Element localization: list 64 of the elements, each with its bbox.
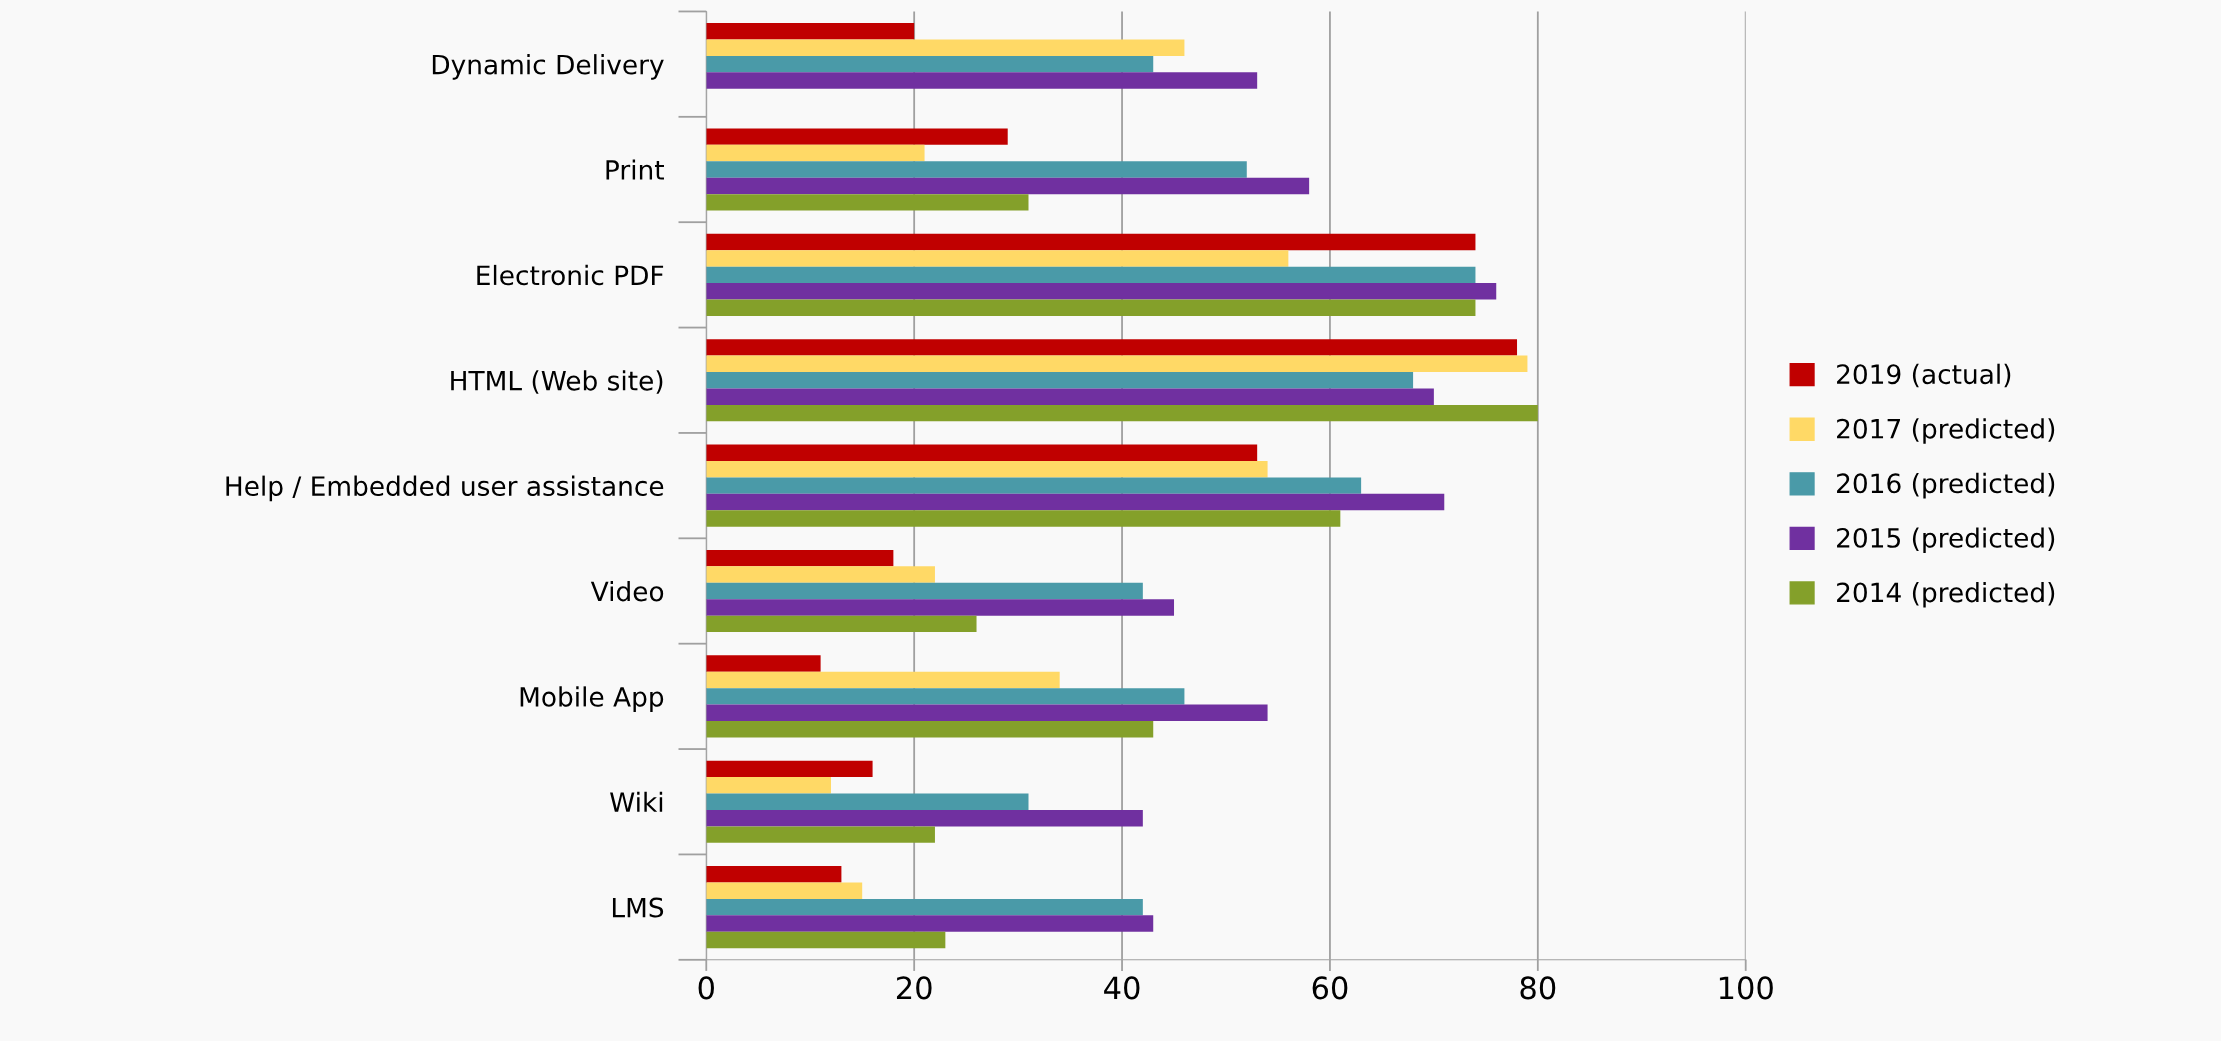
bar bbox=[706, 882, 863, 899]
bar bbox=[706, 931, 946, 949]
bar bbox=[706, 194, 1029, 211]
bar bbox=[706, 72, 1258, 89]
bar bbox=[706, 250, 1289, 267]
bar bbox=[706, 615, 977, 633]
bar bbox=[706, 866, 842, 883]
legend-label: 2015 (predicted) bbox=[1837, 527, 2055, 553]
bar bbox=[706, 898, 1143, 916]
y-tick-label: Video bbox=[590, 580, 664, 602]
y-tick-label: Help / Embedded user assistance bbox=[226, 475, 664, 502]
y-tick-label: LMS bbox=[612, 897, 664, 918]
bar bbox=[706, 144, 925, 162]
y-tick-label: Print bbox=[606, 159, 664, 180]
bar bbox=[706, 566, 935, 583]
bar bbox=[706, 809, 1143, 827]
bar bbox=[706, 233, 1476, 251]
x-tick-label: 100 bbox=[1719, 976, 1773, 1000]
bar bbox=[706, 777, 832, 794]
x-tick-label: 60 bbox=[1312, 976, 1348, 1000]
bar bbox=[706, 549, 894, 567]
bar bbox=[706, 372, 1414, 389]
y-tick-label: HTML (Web site) bbox=[451, 370, 663, 394]
bar bbox=[706, 444, 1258, 461]
bar bbox=[706, 355, 1528, 373]
bar bbox=[706, 826, 935, 843]
bar bbox=[706, 283, 1497, 300]
bar bbox=[706, 299, 1476, 316]
bar bbox=[706, 721, 1154, 738]
bar bbox=[706, 339, 1518, 356]
bar bbox=[706, 266, 1476, 284]
bar bbox=[706, 161, 1247, 178]
bar bbox=[706, 655, 821, 672]
bar bbox=[706, 460, 1268, 478]
x-tick-label: 0 bbox=[698, 976, 714, 1000]
bar bbox=[706, 128, 1008, 145]
bar bbox=[706, 582, 1143, 600]
bar bbox=[706, 760, 873, 778]
legend-label: 2019 (actual) bbox=[1837, 363, 2011, 388]
bar bbox=[706, 671, 1060, 689]
y-tick-label: Electronic PDF bbox=[477, 264, 664, 286]
y-tick-label: Wiki bbox=[610, 791, 663, 812]
bar bbox=[706, 177, 1310, 195]
y-tick-label: Mobile App bbox=[520, 686, 664, 712]
bar bbox=[706, 599, 1175, 616]
bar bbox=[706, 793, 1029, 810]
bar bbox=[706, 915, 1154, 932]
legend-label: 2014 (predicted) bbox=[1837, 582, 2055, 608]
y-tick-label: Dynamic Delivery bbox=[432, 54, 664, 80]
bar bbox=[706, 477, 1362, 494]
x-tick-label: 80 bbox=[1520, 976, 1556, 1000]
legend-label: 2017 (predicted) bbox=[1837, 418, 2055, 444]
x-tick-label: 40 bbox=[1104, 976, 1140, 1000]
bar bbox=[706, 388, 1434, 405]
bar bbox=[706, 493, 1445, 511]
bar bbox=[706, 688, 1185, 705]
bar bbox=[706, 404, 1538, 422]
x-tick-label: 20 bbox=[896, 976, 932, 1000]
bar bbox=[706, 23, 915, 40]
bar bbox=[706, 704, 1268, 722]
bar bbox=[706, 39, 1185, 56]
bar bbox=[706, 55, 1154, 73]
bar bbox=[706, 510, 1341, 527]
legend-label: 2016 (predicted) bbox=[1837, 472, 2055, 499]
